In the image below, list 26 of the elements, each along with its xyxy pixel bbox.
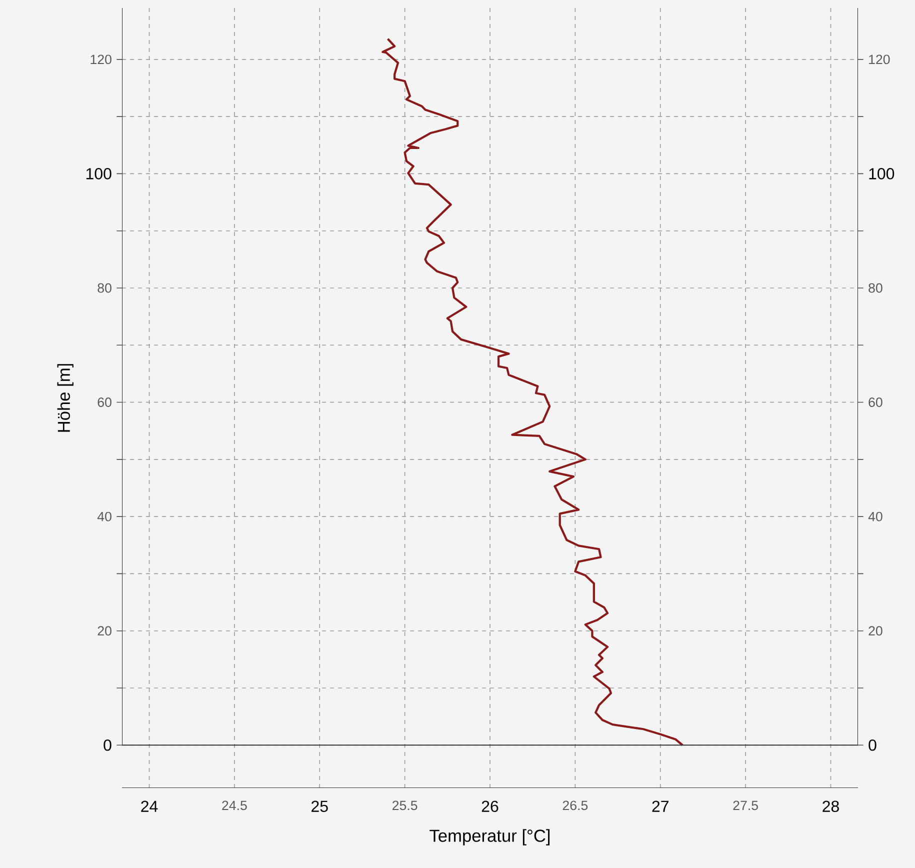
y-tick-label: 60: [98, 398, 112, 407]
y2-tick-label: 40: [868, 512, 882, 522]
y-tick-label: 80: [98, 283, 112, 293]
y2-tick-label: 0: [868, 739, 876, 751]
x-tick-label: 27.5: [733, 800, 758, 810]
y2-tick-label: 20: [868, 626, 882, 636]
line-series: [382, 38, 684, 746]
x-tick-label: 28: [822, 800, 839, 812]
y-tick-label: 120: [90, 54, 112, 64]
x-tick-label: 24.5: [222, 800, 247, 810]
y-tick-label: 40: [97, 512, 112, 522]
y2-tick-label: 60: [868, 398, 882, 407]
y-tick-label: 0: [104, 739, 112, 751]
y-tick-label: 20: [98, 626, 112, 636]
x-tick-label: 24: [141, 800, 158, 812]
y2-tick-label: 120: [869, 54, 890, 64]
y-axis-title: Höhe [m]: [57, 364, 74, 432]
x-tick-label: 27: [652, 800, 668, 812]
y2-tick-label: 80: [868, 283, 882, 293]
y-tick-label: 100: [86, 168, 112, 180]
x-tick-label: 25: [312, 800, 328, 812]
y2-tick-label: 100: [869, 168, 894, 180]
x-tick-label: 25.5: [392, 800, 418, 810]
x-tick-label: 26: [482, 800, 498, 812]
x-axis-title: Temperatur [°C]: [430, 829, 550, 846]
x-tick-label: 26.5: [562, 800, 588, 810]
